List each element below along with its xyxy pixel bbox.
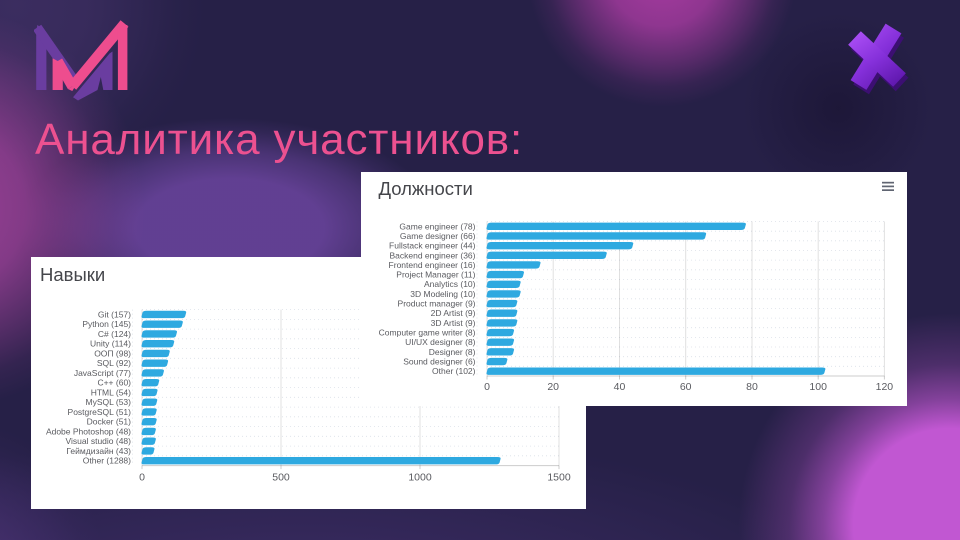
svg-text:60: 60 xyxy=(680,381,692,393)
svg-text:500: 500 xyxy=(272,472,290,484)
svg-text:Game engineer (78): Game engineer (78) xyxy=(399,221,475,231)
svg-text:20: 20 xyxy=(547,381,559,393)
svg-text:Fullstack engineer (44): Fullstack engineer (44) xyxy=(389,241,476,251)
svg-text:Docker (51): Docker (51) xyxy=(87,417,132,427)
svg-text:3D Modeling (10): 3D Modeling (10) xyxy=(410,289,475,299)
svg-text:C# (124): C# (124) xyxy=(98,329,131,339)
svg-text:3D Artist (9): 3D Artist (9) xyxy=(431,318,476,328)
svg-text:Designer (8): Designer (8) xyxy=(429,347,476,357)
svg-text:HTML (54): HTML (54) xyxy=(91,387,131,397)
svg-text:1000: 1000 xyxy=(408,472,432,484)
svg-text:0: 0 xyxy=(139,472,145,484)
svg-text:Геймдизайн (43): Геймдизайн (43) xyxy=(66,446,131,456)
svg-text:Frontend engineer (16): Frontend engineer (16) xyxy=(389,260,476,270)
svg-text:Analytics (10): Analytics (10) xyxy=(424,279,476,289)
svg-text:Computer game writer (8): Computer game writer (8) xyxy=(379,328,476,338)
svg-text:Product manager (9): Product manager (9) xyxy=(398,299,476,309)
svg-text:1500: 1500 xyxy=(547,472,571,484)
svg-text:UI/UX designer (8): UI/UX designer (8) xyxy=(405,337,476,347)
svg-text:Other (1288): Other (1288) xyxy=(83,456,131,466)
svg-text:Python (145): Python (145) xyxy=(82,319,131,329)
svg-text:Sound designer (6): Sound designer (6) xyxy=(403,357,475,367)
svg-text:PostgreSQL (51): PostgreSQL (51) xyxy=(68,407,132,417)
svg-text:80: 80 xyxy=(746,381,758,393)
svg-text:Other (102): Other (102) xyxy=(432,366,476,376)
svg-text:ООП (98): ООП (98) xyxy=(94,348,131,358)
svg-text:2D Artist (9): 2D Artist (9) xyxy=(431,308,476,318)
svg-text:0: 0 xyxy=(484,381,490,393)
svg-text:100: 100 xyxy=(809,381,827,393)
svg-text:JavaScript (77): JavaScript (77) xyxy=(74,368,131,378)
svg-text:40: 40 xyxy=(614,381,626,393)
svg-text:Visual studio (48): Visual studio (48) xyxy=(65,436,131,446)
svg-text:Project Manager (11): Project Manager (11) xyxy=(396,270,475,280)
svg-text:Adobe Photoshop (48): Adobe Photoshop (48) xyxy=(46,426,131,436)
svg-text:Backend engineer (36): Backend engineer (36) xyxy=(389,250,475,260)
svg-text:Unity (114): Unity (114) xyxy=(90,339,131,349)
svg-text:Game designer (66): Game designer (66) xyxy=(400,231,476,241)
svg-text:C++ (60): C++ (60) xyxy=(97,378,131,388)
svg-text:120: 120 xyxy=(876,381,894,393)
svg-text:Git (157): Git (157) xyxy=(98,310,131,320)
svg-text:SQL (92): SQL (92) xyxy=(97,358,131,368)
svg-text:MySQL (53): MySQL (53) xyxy=(85,397,131,407)
